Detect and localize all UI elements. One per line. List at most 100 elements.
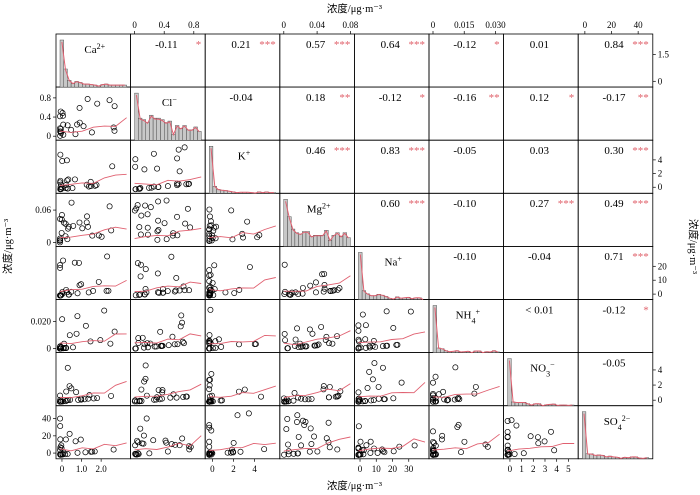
tick-label: 2	[658, 380, 663, 390]
scatter-point	[527, 433, 534, 440]
scatter-point	[60, 121, 67, 128]
scatter-point	[74, 290, 81, 297]
tick-label: 0	[658, 182, 663, 192]
left-axis-label: 浓度/μg·m⁻³	[1, 219, 14, 274]
scatter-point	[323, 435, 330, 442]
scatter-point	[398, 379, 405, 386]
scatter-point	[134, 202, 141, 209]
scatter-point	[504, 442, 511, 449]
scatter-point	[65, 176, 72, 183]
tick-label: 2	[231, 464, 236, 474]
significance-stars: *	[494, 39, 500, 51]
scatter-point	[186, 443, 192, 450]
scatter-point	[206, 438, 213, 445]
tick-label: 0	[210, 464, 215, 474]
scatter-point	[154, 165, 161, 172]
scatter-point	[390, 395, 397, 402]
significance-stars: ***	[259, 39, 276, 51]
scatter-point	[356, 397, 363, 403]
scatter-point	[361, 398, 368, 405]
scatter-point	[314, 342, 321, 349]
correlation-value: 0.83	[381, 145, 401, 157]
smoothing-line	[59, 442, 127, 452]
tick-label: 0	[431, 20, 436, 30]
tick-label: 0.06	[35, 205, 51, 215]
scatter-point	[57, 186, 64, 193]
tick-label: 10	[658, 275, 668, 285]
scatter-point	[60, 257, 67, 264]
scatter-point	[393, 341, 400, 348]
correlation-value: 0.18	[306, 92, 326, 104]
scatter-point	[142, 362, 149, 369]
scatter-point	[138, 212, 145, 219]
correlation-value: 0.49	[604, 198, 624, 210]
scatter-point	[135, 451, 142, 457]
histogram-bar	[156, 117, 161, 141]
scatter-point	[179, 435, 186, 442]
correlation-value: -0.04	[230, 92, 253, 104]
scatter-point	[212, 345, 219, 351]
density-curve	[434, 307, 498, 354]
scatter-point	[57, 151, 64, 158]
scatter-point	[294, 450, 301, 457]
histogram-bar	[358, 252, 363, 300]
scatter-point	[292, 336, 299, 343]
scatter-point	[355, 395, 362, 402]
scatter-point	[169, 232, 176, 239]
scatter-point	[207, 306, 214, 313]
tick-label: 0	[658, 76, 663, 86]
panel-frame	[130, 139, 206, 194]
scatter-point	[168, 253, 175, 260]
scatter-point	[150, 150, 157, 157]
scatter-point	[302, 396, 309, 403]
scatter-point	[370, 337, 377, 344]
scatter-point	[185, 181, 192, 188]
scatter-point	[285, 441, 291, 448]
density-curve	[210, 148, 274, 194]
scatter-point	[363, 442, 370, 449]
scatter-point	[432, 451, 439, 458]
panel-frame	[55, 299, 131, 353]
scatter-point	[284, 416, 291, 422]
significance-stars: ***	[409, 145, 426, 157]
panel-frame	[577, 405, 654, 460]
scatter-point	[181, 144, 188, 151]
scatter-point	[164, 448, 171, 455]
correlation-value: -0.10	[453, 198, 476, 210]
smoothing-line	[134, 435, 202, 451]
scatter-point	[359, 311, 366, 318]
scatter-point	[108, 392, 115, 399]
scatter-point	[132, 156, 139, 163]
scatter-point	[57, 423, 64, 430]
variable-label: Mg2+	[307, 201, 331, 216]
correlation-value: -0.12	[379, 92, 402, 104]
scatter-point	[206, 267, 213, 274]
scatter-point	[163, 236, 170, 243]
scatter-point	[64, 177, 71, 184]
scatter-point	[291, 390, 298, 396]
scatter-point	[133, 450, 140, 457]
scatter-point	[355, 444, 362, 451]
histogram-bar	[138, 117, 143, 141]
smoothing-line	[209, 225, 276, 239]
scatter-point	[103, 287, 110, 294]
tick-label: 20	[42, 431, 52, 441]
scatter-point	[58, 229, 65, 236]
scatter-point	[229, 236, 236, 243]
scatter-point	[306, 448, 313, 455]
smoothing-line	[59, 279, 127, 292]
panel-frame	[204, 192, 281, 247]
scatter-point	[303, 343, 310, 350]
scatter-point	[311, 342, 318, 349]
scatter-point	[305, 396, 312, 403]
panel-frame	[130, 192, 206, 247]
scatter-point	[281, 398, 288, 405]
scatter-point	[70, 222, 77, 229]
scatter-point	[281, 261, 288, 268]
scatter-point	[254, 234, 261, 241]
scatter-point	[151, 396, 158, 403]
scatter-point	[261, 446, 268, 453]
scatter-point	[105, 287, 112, 294]
scatter-point	[57, 392, 63, 399]
